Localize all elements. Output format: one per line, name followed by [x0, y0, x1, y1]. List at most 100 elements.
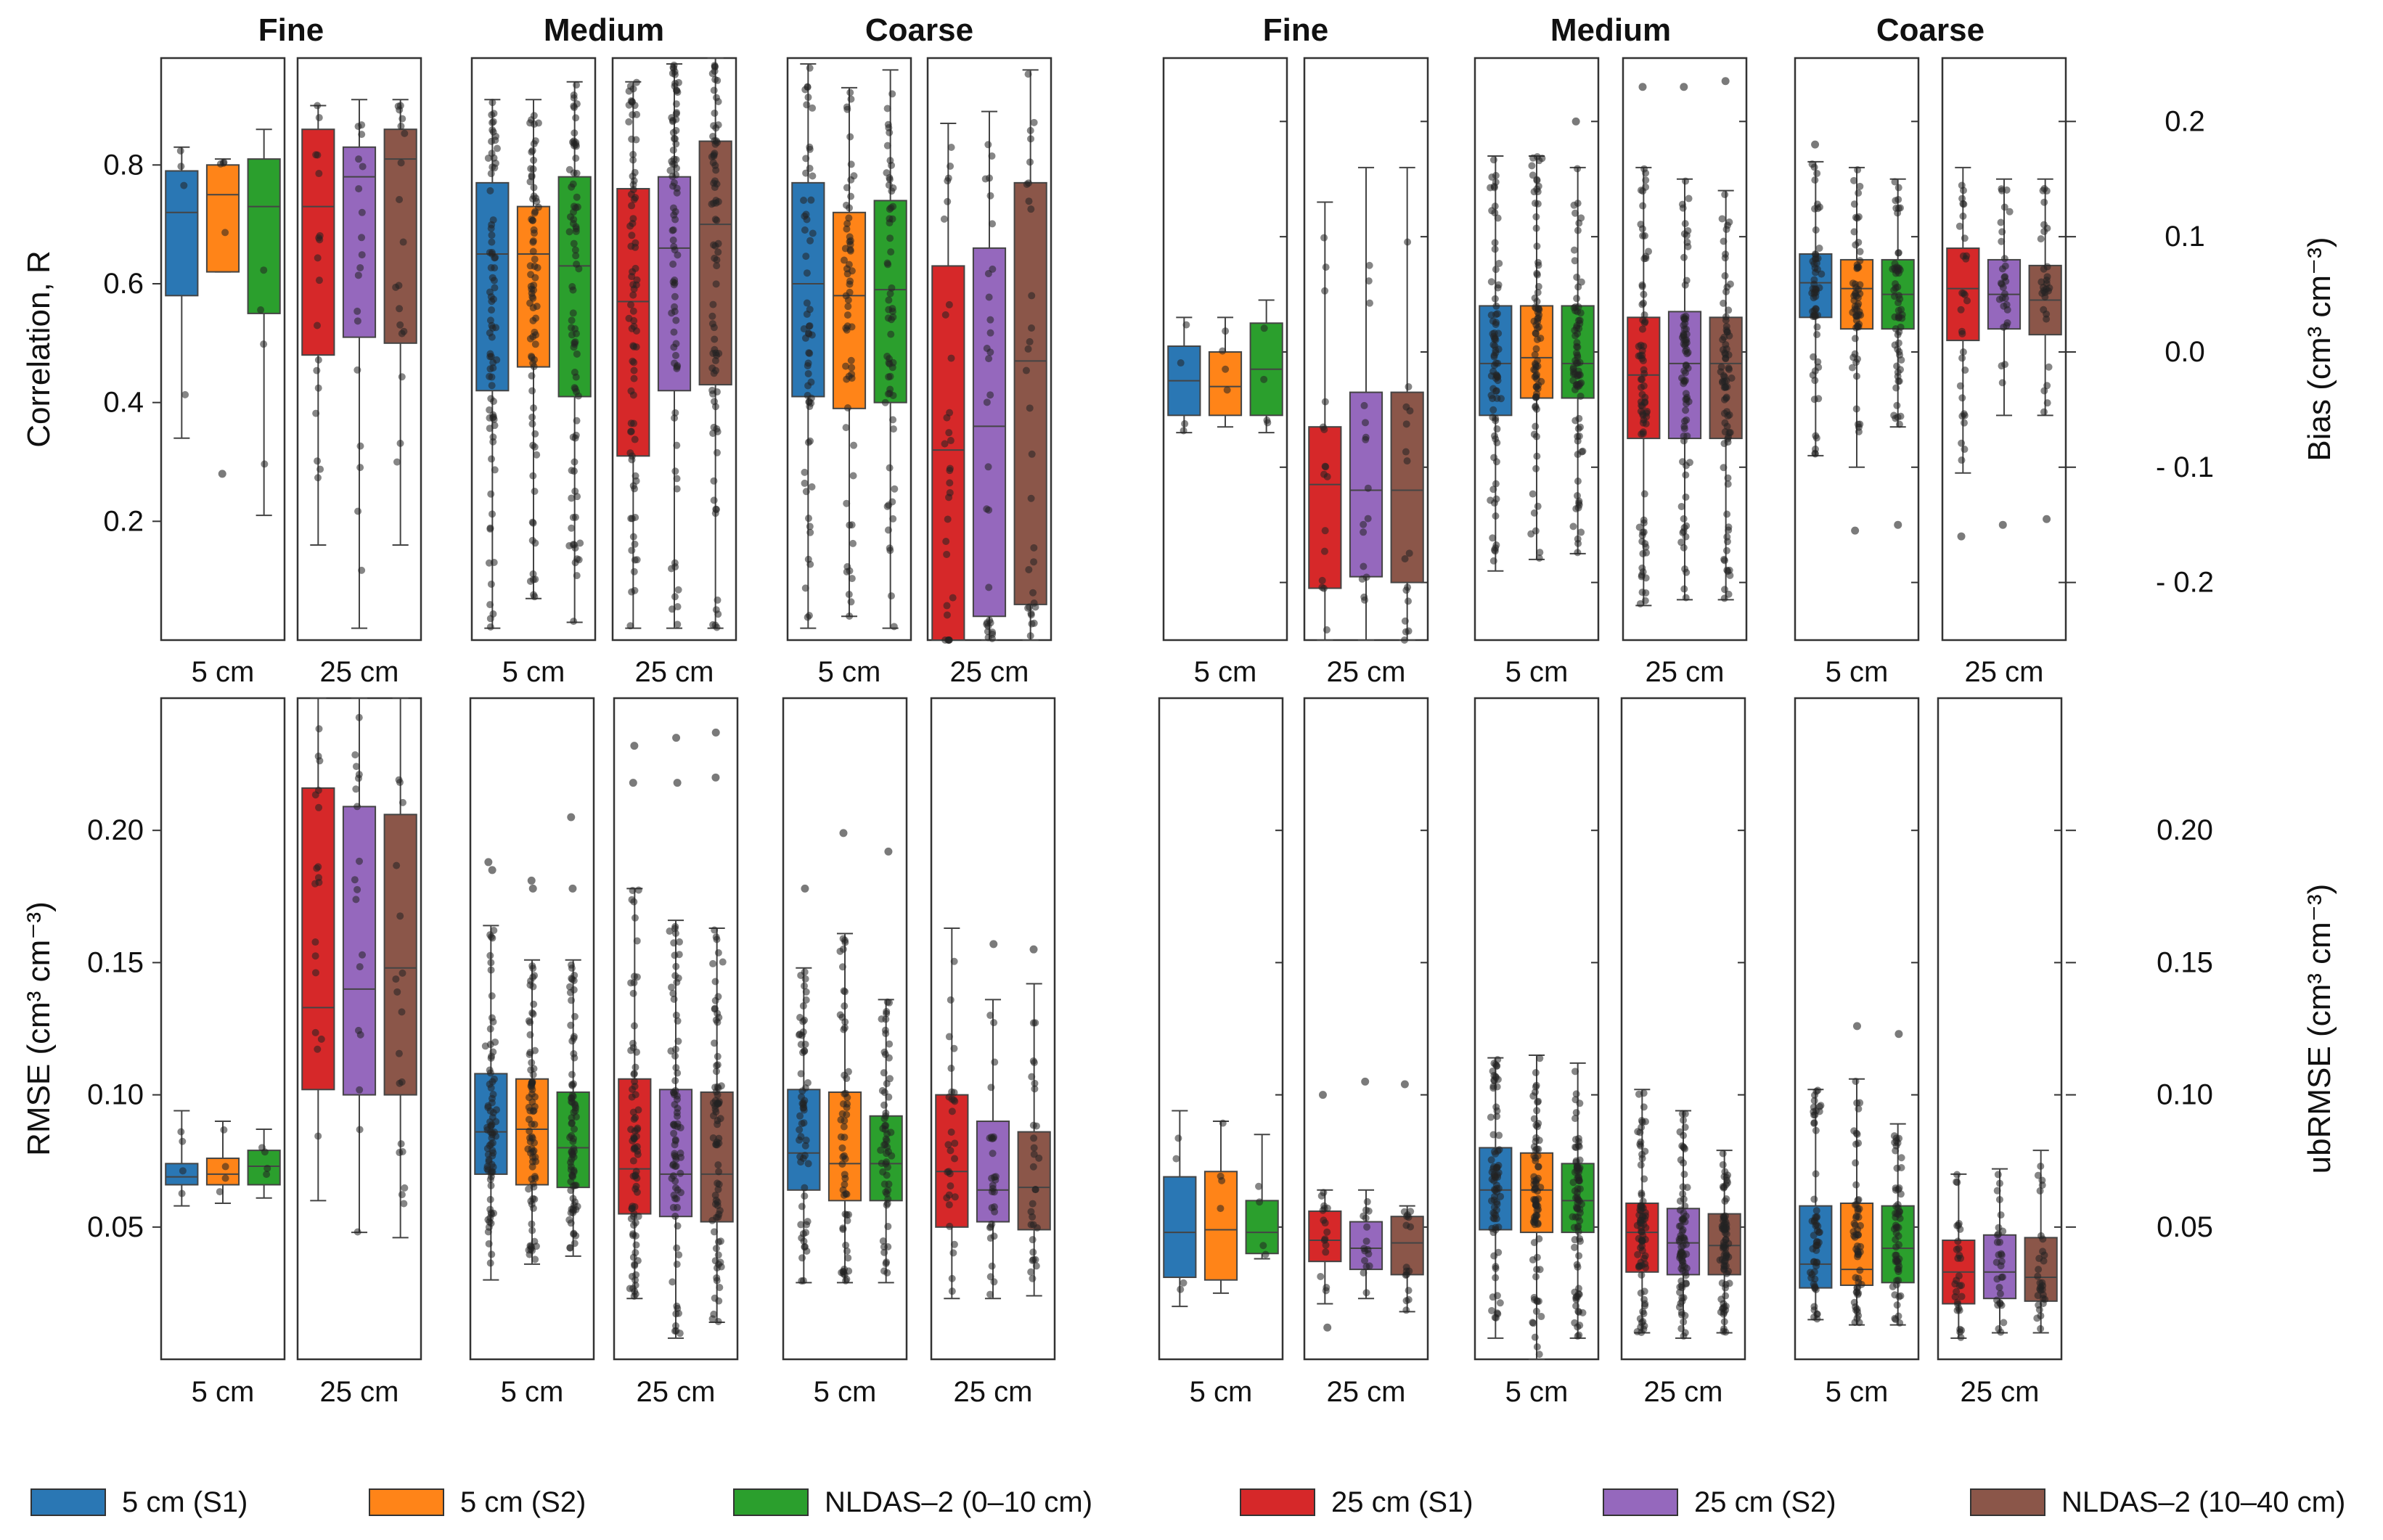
- data-point: [986, 316, 994, 324]
- data-point: [400, 1200, 408, 1208]
- data-point: [884, 1195, 892, 1203]
- data-point: [1181, 419, 1189, 427]
- data-point: [565, 228, 573, 236]
- data-point: [356, 857, 364, 865]
- data-point: [1992, 1296, 2000, 1304]
- legend-item-nldas-10-40: NLDAS–2 (10–40 cm): [1970, 1480, 2345, 1524]
- data-point: [1635, 1234, 1643, 1242]
- data-point: [179, 1167, 187, 1175]
- data-point: [354, 123, 362, 131]
- data-point: [1721, 1197, 1729, 1205]
- data-point: [631, 1248, 639, 1256]
- data-point: [712, 1196, 720, 1204]
- y-tick-label: 0.15: [2157, 946, 2213, 978]
- data-point: [631, 914, 639, 922]
- data-point: [571, 384, 579, 392]
- data-point: [711, 62, 719, 70]
- data-point: [1723, 382, 1731, 390]
- box: [1245, 1200, 1279, 1255]
- data-point: [798, 1203, 806, 1211]
- data-point: [570, 467, 578, 475]
- data-point: [1032, 1262, 1040, 1270]
- data-point: [882, 1030, 890, 1038]
- data-point: [1533, 371, 1541, 379]
- data-point: [1530, 1115, 1538, 1123]
- data-point: [488, 238, 496, 246]
- data-point: [1489, 1082, 1497, 1090]
- data-point: [716, 1237, 724, 1245]
- data-point: [1323, 1228, 1331, 1236]
- data-point: [631, 1219, 639, 1226]
- y-tick-label: 0.05: [87, 1211, 144, 1243]
- data-point: [671, 414, 679, 422]
- data-point: [671, 559, 679, 567]
- data-point: [2034, 1171, 2042, 1179]
- data-point: [883, 1080, 891, 1088]
- data-point: [1219, 1119, 1227, 1127]
- data-point: [1898, 314, 1906, 322]
- data-point: [675, 1251, 683, 1259]
- data-point: [1574, 433, 1582, 441]
- data-point: [947, 143, 955, 151]
- data-point: [672, 962, 680, 970]
- data-point: [1489, 1067, 1497, 1075]
- data-point: [1897, 306, 1905, 314]
- data-point: [568, 183, 576, 191]
- data-point: [398, 115, 406, 123]
- data-point: [946, 409, 954, 417]
- data-point: [886, 205, 894, 213]
- data-point: [1487, 372, 1495, 380]
- data-point: [634, 886, 642, 894]
- data-point: [1852, 284, 1860, 292]
- data-point: [1487, 391, 1495, 399]
- legend-label: 25 cm (S2): [1694, 1486, 1836, 1518]
- data-point: [572, 227, 580, 235]
- data-point: [1724, 412, 1732, 420]
- data-point: [1639, 187, 1647, 195]
- data-point: [634, 1106, 642, 1114]
- y-tick-label: 0.20: [2157, 814, 2213, 846]
- data-point: [1721, 586, 1729, 594]
- data-point: [629, 1086, 637, 1094]
- outlier-point: [1361, 1077, 1370, 1086]
- data-point: [1642, 419, 1650, 427]
- data-point: [1722, 355, 1730, 363]
- data-point: [846, 133, 854, 141]
- data-point: [806, 523, 814, 531]
- data-point: [1856, 182, 1864, 190]
- data-point: [1678, 1256, 1686, 1263]
- data-point: [2034, 1272, 2042, 1280]
- data-point: [1533, 1298, 1541, 1306]
- data-point: [806, 560, 814, 568]
- data-point: [674, 603, 682, 611]
- data-point: [951, 1193, 959, 1201]
- data-point: [1405, 382, 1413, 390]
- data-point: [358, 131, 366, 139]
- data-point: [2000, 1319, 2008, 1327]
- data-point: [1892, 1243, 1900, 1251]
- data-point: [880, 1180, 888, 1188]
- data-point: [838, 963, 846, 971]
- subplot-frame: [930, 697, 1056, 1361]
- data-point: [1894, 1200, 1902, 1208]
- data-point: [1681, 1202, 1689, 1210]
- data-point: [568, 964, 576, 972]
- data-point: [573, 261, 581, 269]
- data-point: [1722, 340, 1730, 348]
- data-point: [844, 1254, 852, 1262]
- data-point: [1680, 325, 1688, 333]
- data-point: [1256, 1198, 1264, 1206]
- data-point: [527, 165, 535, 173]
- data-point: [710, 1112, 718, 1120]
- data-point: [398, 1078, 406, 1086]
- outlier-point: [1680, 83, 1688, 91]
- data-point: [673, 441, 681, 449]
- data-point: [848, 267, 856, 275]
- data-point: [2043, 310, 2051, 318]
- data-point: [889, 416, 897, 424]
- data-point: [1174, 1134, 1182, 1142]
- data-point: [838, 1110, 846, 1118]
- data-point: [674, 1037, 682, 1045]
- data-point: [1574, 1173, 1582, 1181]
- data-point: [530, 1065, 538, 1073]
